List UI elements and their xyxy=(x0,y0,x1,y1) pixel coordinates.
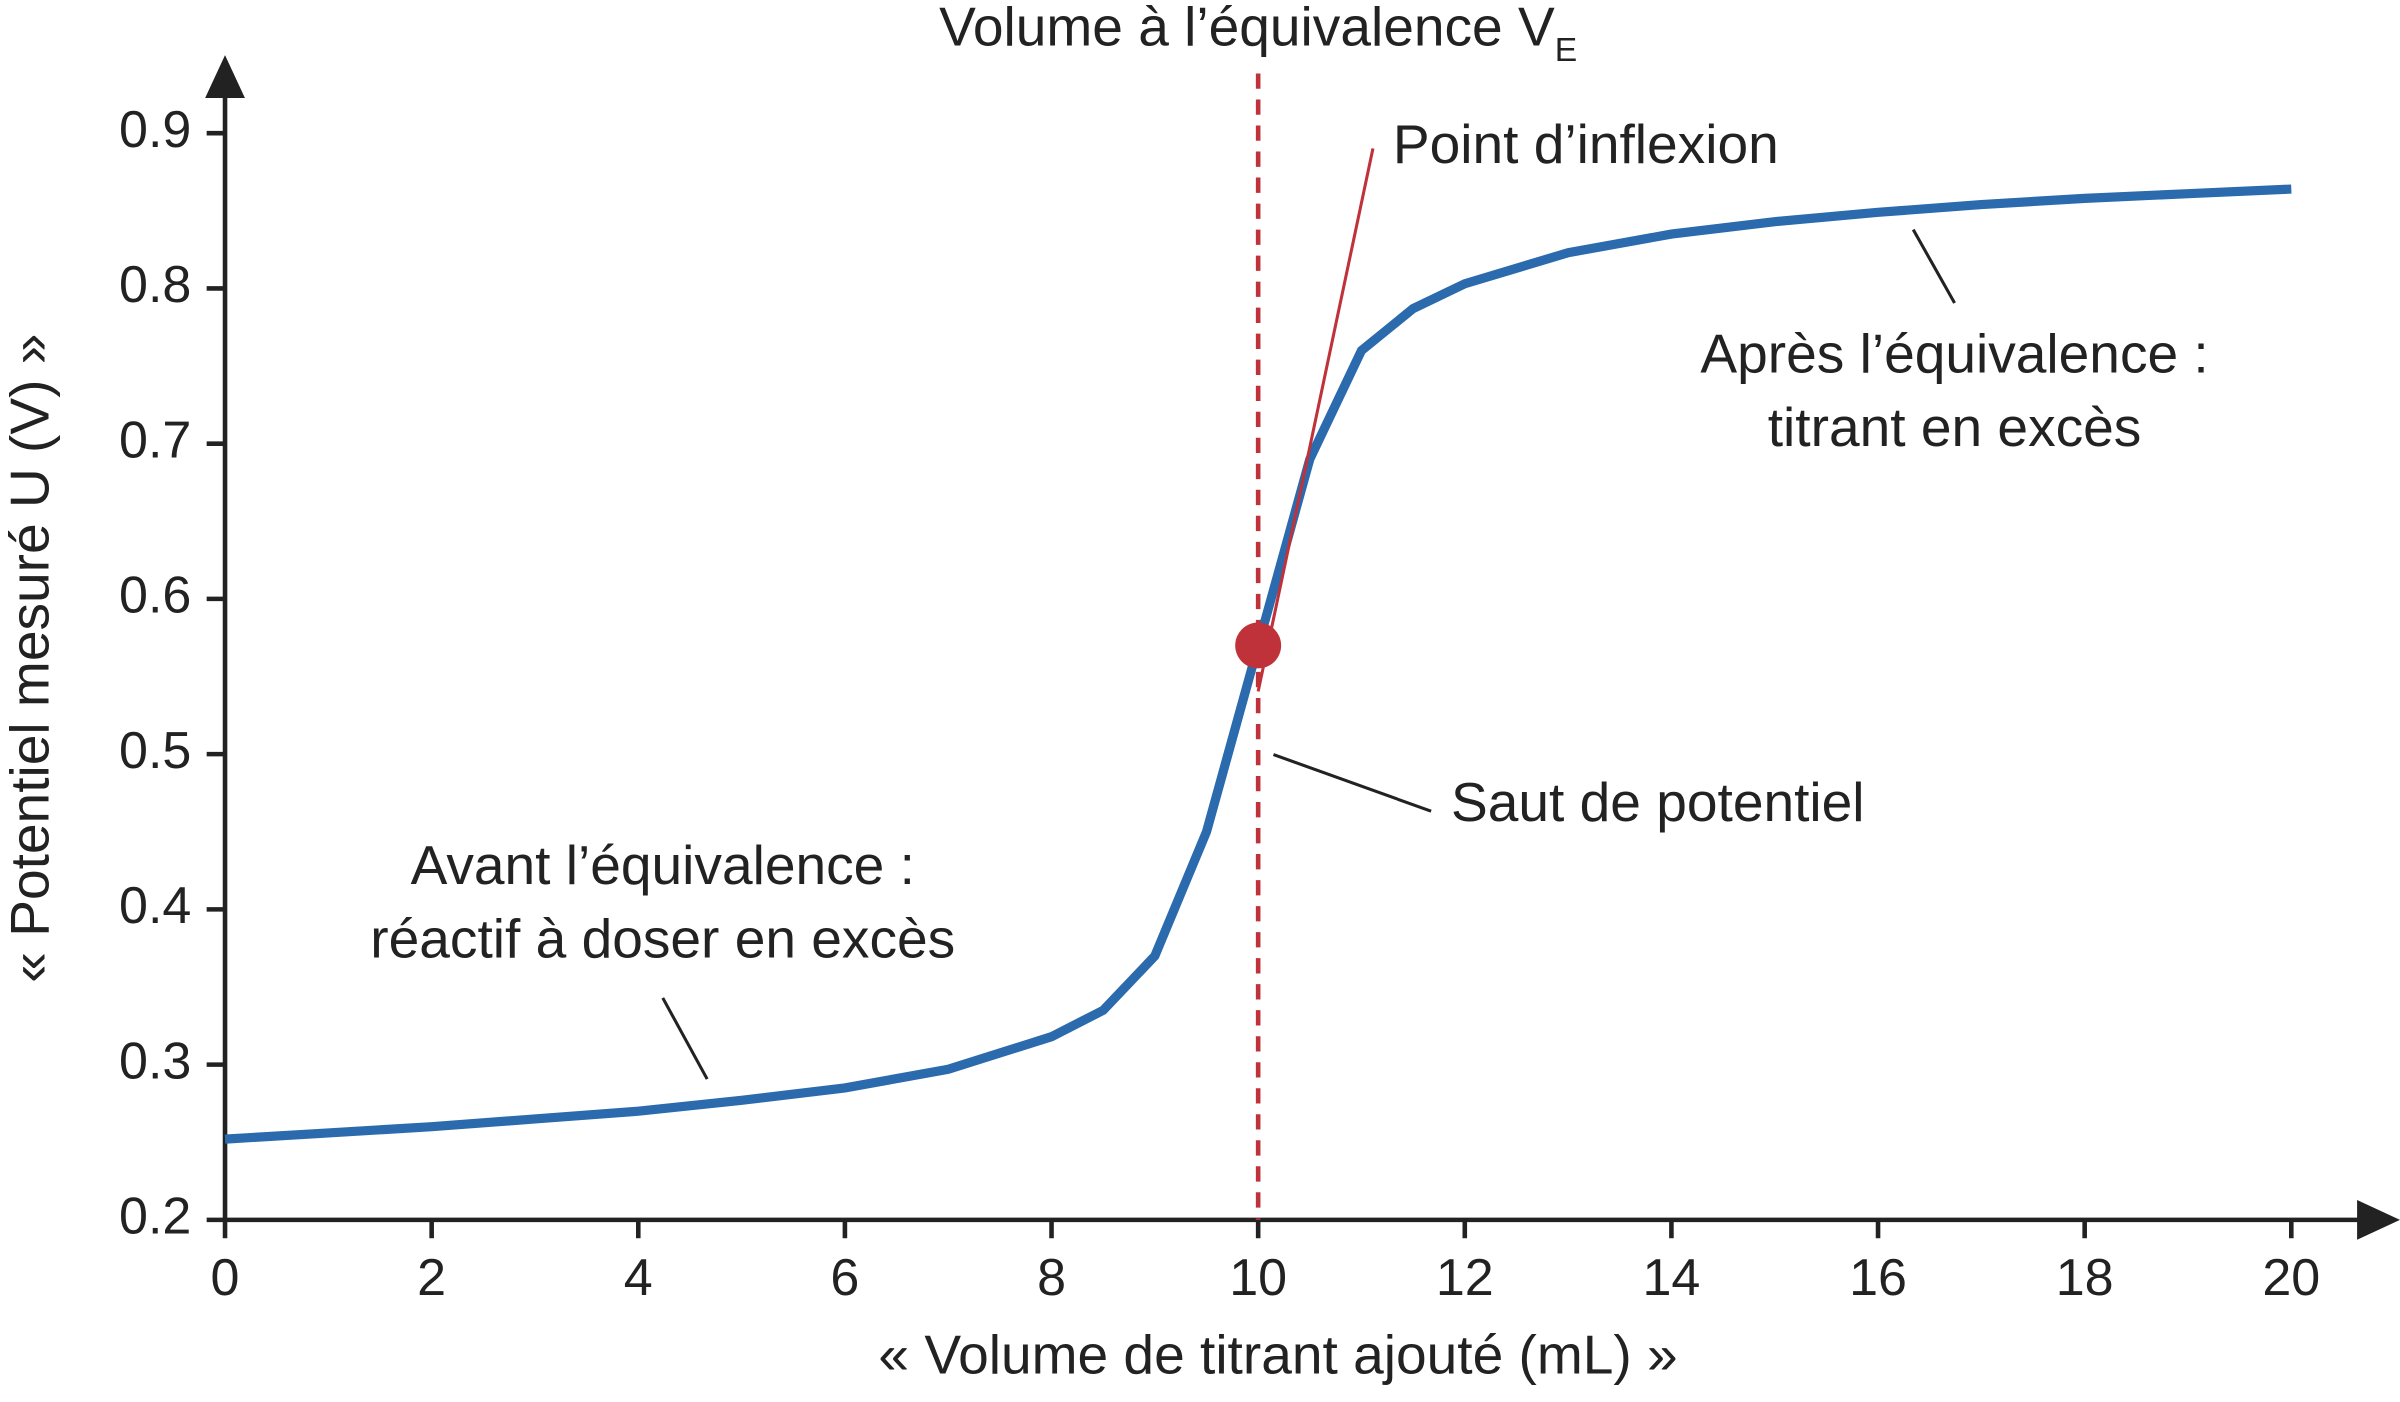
x-tick-label: 6 xyxy=(830,1249,859,1307)
y-tick-label: 0.5 xyxy=(119,722,191,780)
annotation: Saut de potentiel xyxy=(1451,771,1865,833)
annotation: Avant l’équivalence : xyxy=(411,834,915,896)
x-tick-label: 14 xyxy=(1642,1249,1700,1307)
y-tick-label: 0.4 xyxy=(119,877,191,935)
leader-line xyxy=(661,997,709,1080)
x-tick-label: 18 xyxy=(2056,1249,2114,1307)
y-tick-label: 0.8 xyxy=(119,256,191,314)
annotation: réactif à doser en excès xyxy=(370,907,955,969)
y-tick-label: 0.7 xyxy=(119,411,191,469)
x-tick-label: 16 xyxy=(1849,1249,1907,1307)
chart-title: Volume à l’équivalence VE xyxy=(939,0,1577,69)
y-tick-label: 0.6 xyxy=(119,567,191,625)
x-tick-label: 0 xyxy=(211,1249,240,1307)
x-tick-label: 12 xyxy=(1436,1249,1494,1307)
inflection-point xyxy=(1235,622,1282,669)
y-axis-label: « Potentiel mesuré U (V) » xyxy=(0,334,60,983)
leader-line xyxy=(1911,228,1956,304)
y-tick-label: 0.2 xyxy=(119,1188,191,1246)
annotation: titrant en excès xyxy=(1768,396,2142,458)
tangent-line xyxy=(1256,148,1375,692)
x-tick-label: 4 xyxy=(624,1249,653,1307)
x-tick-label: 20 xyxy=(2262,1249,2320,1307)
x-axis-arrow xyxy=(2357,1199,2400,1240)
title-text: Volume à l’équivalence V xyxy=(939,0,1555,57)
y-tick-label: 0.9 xyxy=(119,101,191,159)
inflection-label: Point d’inflexion xyxy=(1393,113,1779,175)
y-tick-label: 0.3 xyxy=(119,1032,191,1090)
x-tick-label: 10 xyxy=(1229,1249,1287,1307)
leader-line xyxy=(1272,753,1432,813)
x-tick-label: 8 xyxy=(1037,1249,1066,1307)
y-axis-arrow xyxy=(205,55,245,98)
x-tick-label: 2 xyxy=(417,1249,446,1307)
x-axis-label: « Volume de titrant ajouté (mL) » xyxy=(878,1324,1677,1386)
title-subscript: E xyxy=(1555,32,1577,69)
annotation: Après l’équivalence : xyxy=(1700,323,2208,385)
